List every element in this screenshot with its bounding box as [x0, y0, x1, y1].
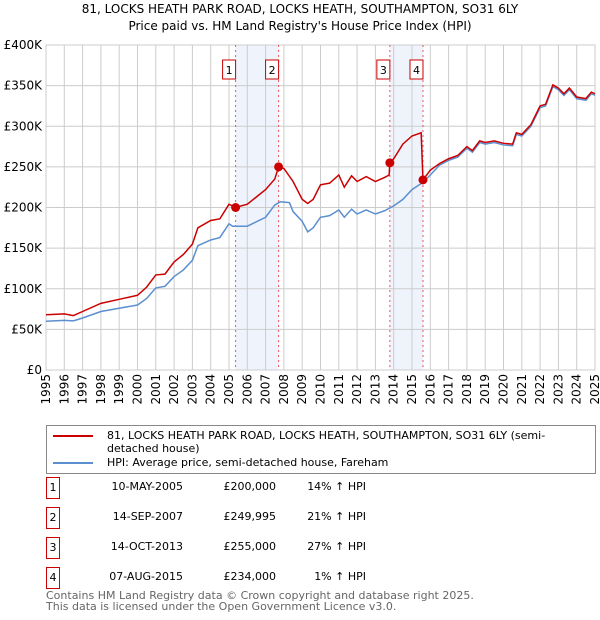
transaction-date: 14-OCT-2013 — [110, 540, 183, 553]
footer: Contains HM Land Registry data © Crown c… — [46, 590, 596, 612]
legend-label: HPI: Average price, semi-detached house,… — [107, 456, 389, 469]
y-tick-label: £100K — [4, 282, 44, 296]
legend: 81, LOCKS HEATH PARK ROAD, LOCKS HEATH, … — [46, 425, 596, 474]
x-tick-label: 2017 — [442, 374, 456, 405]
sale-label-box — [265, 59, 280, 80]
legend-label: 81, LOCKS HEATH PARK ROAD, LOCKS HEATH, … — [107, 429, 546, 455]
transaction-date: 10-MAY-2005 — [111, 480, 183, 493]
series-line — [45, 85, 596, 322]
sale-point — [385, 158, 395, 168]
y-tick-label: £50K — [11, 322, 43, 336]
transaction-price: £249,995 — [223, 510, 277, 523]
sale-label: 4 — [413, 64, 420, 77]
x-tick-label: 2025 — [588, 374, 600, 405]
y-tick-label: £150K — [4, 241, 44, 255]
x-tick-label: 2010 — [314, 374, 328, 405]
x-tick-label: 2020 — [497, 374, 511, 405]
x-tick-label: 2022 — [533, 374, 547, 405]
series-line — [45, 83, 596, 317]
transaction-hpi: 27% ↑ HPI — [307, 540, 366, 553]
y-tick-label: £0 — [27, 363, 42, 377]
sale-label: 2 — [269, 64, 276, 77]
sale-label: 1 — [226, 64, 233, 77]
x-tick-label: 2002 — [167, 374, 181, 405]
sale-label: 3 — [380, 64, 387, 77]
y-tick-label: £350K — [4, 79, 44, 93]
chart-subtitle: Price paid vs. HM Land Registry's House … — [128, 19, 472, 33]
x-tick-label: 2013 — [368, 374, 382, 405]
legend-swatch-blue — [53, 462, 93, 464]
sale-label-box — [376, 59, 391, 80]
x-tick-label: 2023 — [551, 374, 565, 405]
transaction-number: 3 — [46, 537, 60, 559]
transaction-hpi: 21% ↑ HPI — [307, 510, 366, 523]
sale-label-box — [409, 59, 424, 80]
x-tick-label: 2012 — [350, 374, 364, 405]
x-tick-label: 2001 — [149, 374, 163, 405]
x-tick-label: 1997 — [76, 374, 90, 405]
sale-point — [274, 162, 284, 172]
y-tick-label: £300K — [4, 119, 44, 133]
transaction-number: 2 — [46, 507, 60, 529]
x-tick-label: 2011 — [332, 374, 346, 405]
transaction-date: 07-AUG-2015 — [109, 570, 183, 583]
footer-line2: This data is licensed under the Open Gov… — [46, 600, 397, 613]
x-tick-label: 2000 — [131, 374, 145, 405]
legend-swatch-red — [53, 435, 93, 437]
transaction-row: 4 07-AUG-2015 £234,000 1% ↑ HPI — [46, 567, 446, 589]
x-tick-label: 2024 — [570, 374, 584, 405]
transaction-number: 1 — [46, 477, 60, 499]
x-tick-label: 2008 — [277, 374, 291, 405]
transaction-hpi: 1% ↑ HPI — [314, 570, 366, 583]
x-tick-label: 2019 — [478, 374, 492, 405]
legend-item-hpi: HPI: Average price, semi-detached house,… — [53, 456, 589, 469]
x-tick-label: 1999 — [112, 374, 126, 405]
x-tick-label: 2009 — [295, 374, 309, 405]
x-tick-label: 1995 — [39, 374, 53, 405]
x-tick-label: 2006 — [240, 374, 254, 405]
transaction-price: £255,000 — [223, 540, 277, 553]
legend-item-property: 81, LOCKS HEATH PARK ROAD, LOCKS HEATH, … — [53, 429, 589, 455]
sale-point — [231, 203, 241, 212]
y-tick-label: £400K — [4, 38, 44, 52]
transaction-row: 3 14-OCT-2013 £255,000 27% ↑ HPI — [46, 537, 446, 559]
x-tick-label: 1998 — [94, 374, 108, 405]
transaction-row: 1 10-MAY-2005 £200,000 14% ↑ HPI — [46, 477, 446, 499]
footer-line1: Contains HM Land Registry data © Crown c… — [46, 589, 474, 602]
transaction-number: 4 — [46, 567, 60, 589]
x-tick-label: 2021 — [515, 374, 529, 405]
sale-point — [418, 175, 428, 185]
transaction-price: £234,000 — [223, 570, 277, 583]
x-tick-label: 2004 — [204, 374, 218, 405]
x-tick-label: 2007 — [259, 374, 273, 405]
x-tick-label: 2018 — [460, 374, 474, 405]
x-tick-label: 2005 — [222, 374, 236, 405]
transaction-row: 2 14-SEP-2007 £249,995 21% ↑ HPI — [46, 507, 446, 529]
transaction-hpi: 14% ↑ HPI — [307, 480, 366, 493]
y-tick-label: £200K — [4, 201, 44, 215]
x-tick-label: 2014 — [387, 374, 401, 405]
x-tick-label: 2003 — [185, 374, 199, 405]
sale-label-box — [222, 59, 237, 80]
price-chart: £0 £50K £100K £150K £200K £250K £300K £350K £400… — [4, 38, 600, 405]
transaction-date: 14-SEP-2007 — [112, 510, 183, 523]
x-tick-label: 2016 — [423, 374, 437, 405]
y-tick-label: £250K — [4, 160, 44, 174]
transaction-price: £200,000 — [223, 480, 277, 493]
plot-area — [45, 44, 596, 371]
x-tick-label: 2015 — [405, 374, 419, 405]
x-tick-label: 1996 — [57, 374, 71, 405]
chart-title: 81, LOCKS HEATH PARK ROAD, LOCKS HEATH, … — [81, 2, 519, 16]
